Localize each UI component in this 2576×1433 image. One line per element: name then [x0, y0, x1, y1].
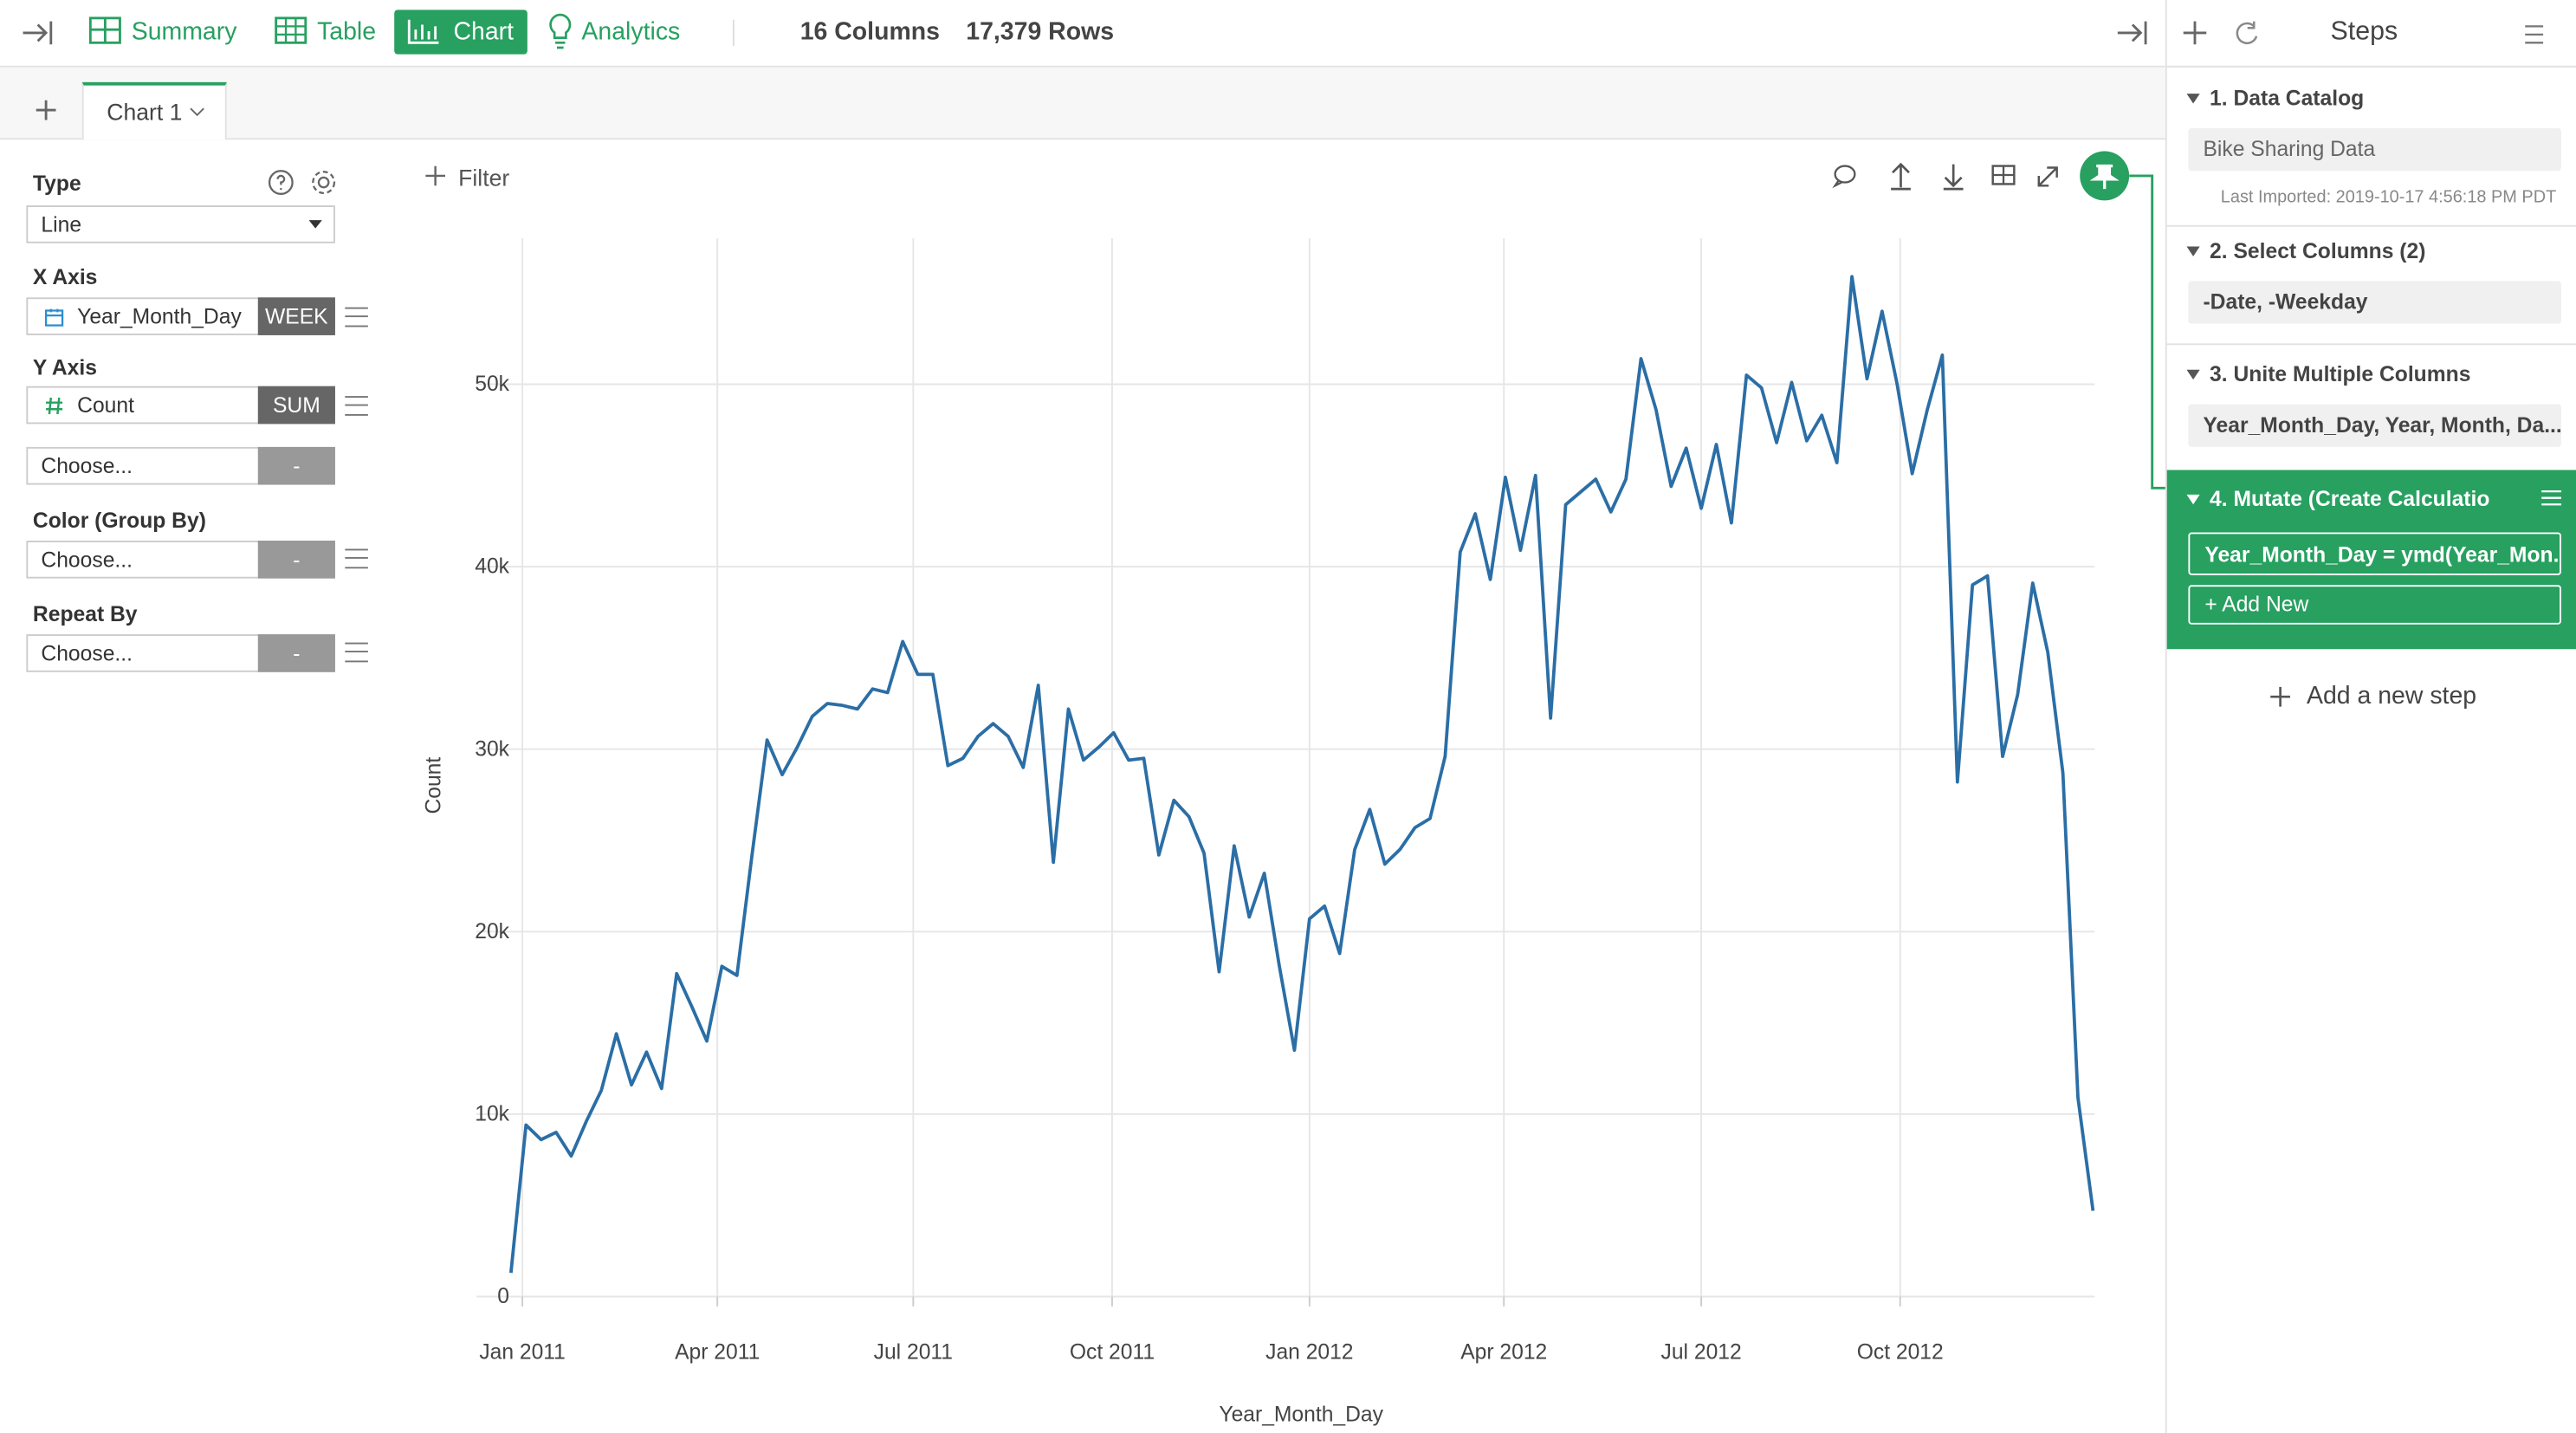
y-column: Count: [77, 392, 134, 418]
tab-analytics[interactable]: Analytics: [581, 17, 681, 47]
add-new[interactable]: + Add New: [2188, 585, 2561, 625]
step-detail[interactable]: Year_Month_Day, Year, Month, Da...: [2188, 404, 2561, 447]
x-tick-label: Jan 2012: [1265, 1341, 1353, 1365]
x-tick-label: Oct 2011: [1070, 1341, 1155, 1365]
tab-chart[interactable]: Chart: [453, 17, 515, 47]
chart-tab-caret: [190, 107, 204, 117]
step-toggle[interactable]: [2186, 369, 2200, 380]
y-axis-field[interactable]: Count SUM: [26, 386, 335, 425]
collapse-right-icon[interactable]: [2114, 16, 2151, 49]
x-tick-label: Oct 2012: [1857, 1341, 1944, 1365]
type-label: Type: [32, 171, 81, 196]
tab-summary[interactable]: Summary: [131, 17, 237, 47]
step-title[interactable]: 4. Mutate (Create Calculation)...: [2210, 486, 2489, 511]
analytics-icon: [549, 13, 572, 49]
repeat-value: Choose...: [41, 640, 133, 666]
step-toggle[interactable]: [2186, 94, 2200, 104]
y-tick-label: 20k: [475, 920, 509, 943]
steps-panel: [2165, 0, 2576, 1433]
y-tick-label: 10k: [475, 1102, 509, 1125]
y-tick-label: 50k: [475, 373, 509, 396]
separator: [732, 19, 735, 47]
step-note: Last Imported: 2019-10-17 4:56:18 PM PDT: [2220, 187, 2557, 207]
y-tick-label: 30k: [475, 737, 509, 761]
x-tick-label: Jul 2011: [874, 1341, 953, 1365]
x-tick-label: Apr 2011: [675, 1341, 760, 1365]
type-icons[interactable]: [268, 169, 337, 198]
table-icon: [275, 16, 307, 44]
chart-tab[interactable]: [81, 81, 227, 140]
step-title[interactable]: 2. Select Columns (2): [2210, 238, 2426, 263]
steps-header-icons[interactable]: [2182, 20, 2544, 49]
color-agg[interactable]: -: [257, 541, 335, 579]
chart-tab-label[interactable]: Chart 1: [107, 98, 183, 126]
add-step-plus[interactable]: [2269, 685, 2292, 709]
tab-table[interactable]: Table: [317, 17, 377, 47]
filter[interactable]: Filter: [458, 164, 510, 191]
type-select[interactable]: Line: [26, 205, 335, 243]
step-detail[interactable]: Year_Month_Day = ymd(Year_Mon...: [2188, 532, 2561, 575]
summary-icon: [88, 16, 121, 44]
x-tick-label: Apr 2012: [1460, 1341, 1547, 1365]
x-tick-label: Jan 2011: [479, 1341, 566, 1365]
top-bar: [0, 0, 2165, 68]
color-value: Choose...: [41, 547, 133, 573]
x-column: Year_Month_Day: [77, 303, 242, 329]
step-title[interactable]: 3. Unite Multiple Columns: [2210, 361, 2471, 386]
step-toggle[interactable]: [2186, 494, 2200, 505]
add-chart-icon[interactable]: [35, 99, 58, 122]
step-detail[interactable]: -Date, -Weekday: [2188, 281, 2561, 324]
x-agg[interactable]: WEEK: [257, 297, 335, 335]
y-extra-field[interactable]: Choose... -: [26, 446, 335, 485]
y-agg[interactable]: SUM: [257, 386, 335, 425]
x-axis-field[interactable]: Year_Month_Day WEEK: [26, 297, 335, 335]
y-tick-label: 0: [497, 1285, 509, 1308]
step-detail[interactable]: Bike Sharing Data: [2188, 127, 2561, 172]
divider: [2165, 65, 2576, 68]
chart-tools[interactable]: [1823, 151, 2152, 204]
step-title[interactable]: 1. Data Catalog: [2210, 85, 2365, 111]
chart: Count Year_Month_Day 0 10k 20k 30k 40k 50k Jan…: [422, 238, 2095, 1427]
pin-connector: [2129, 174, 2172, 490]
row-count: 17,379 Rows: [966, 17, 1115, 47]
color-field[interactable]: Choose... -: [26, 541, 335, 579]
x-axis-label: X Axis: [32, 264, 98, 289]
collapse-icon[interactable]: [20, 16, 56, 49]
y-menu[interactable]: [345, 396, 368, 416]
repeat-label: Repeat By: [32, 601, 138, 626]
repeat-menu[interactable]: [345, 642, 368, 663]
color-menu[interactable]: [345, 548, 368, 569]
filter-plus[interactable]: [425, 165, 446, 186]
divider: [2165, 343, 2576, 346]
color-label: Color (Group By): [32, 508, 206, 533]
y-extra: Choose...: [41, 453, 133, 478]
x-menu[interactable]: [345, 307, 368, 327]
y-axis-title: Count: [422, 757, 445, 814]
chart-icon: [407, 19, 439, 44]
x-axis-title: Year_Month_Day: [1219, 1404, 1383, 1427]
add-step[interactable]: Add a new step: [2306, 682, 2477, 710]
repeat-agg[interactable]: -: [257, 634, 335, 672]
repeat-field[interactable]: Choose... -: [26, 634, 335, 672]
step-toggle[interactable]: [2186, 246, 2200, 256]
chart-tab-row: [0, 67, 2165, 140]
y-axis-label: Y Axis: [32, 354, 97, 380]
calendar-icon: [44, 308, 64, 327]
steps-title: Steps: [2330, 17, 2398, 47]
step-menu[interactable]: [2540, 488, 2563, 508]
divider: [2165, 224, 2576, 227]
column-count: 16 Columns: [799, 17, 940, 47]
x-tick-label: Jul 2012: [1661, 1341, 1742, 1365]
y-tick-label: 40k: [475, 555, 509, 579]
y-extra-agg[interactable]: -: [257, 446, 335, 485]
active-step[interactable]: [2166, 470, 2576, 650]
data-line: [508, 275, 2095, 1274]
number-icon: [46, 397, 63, 415]
type-value: Line: [41, 211, 82, 237]
